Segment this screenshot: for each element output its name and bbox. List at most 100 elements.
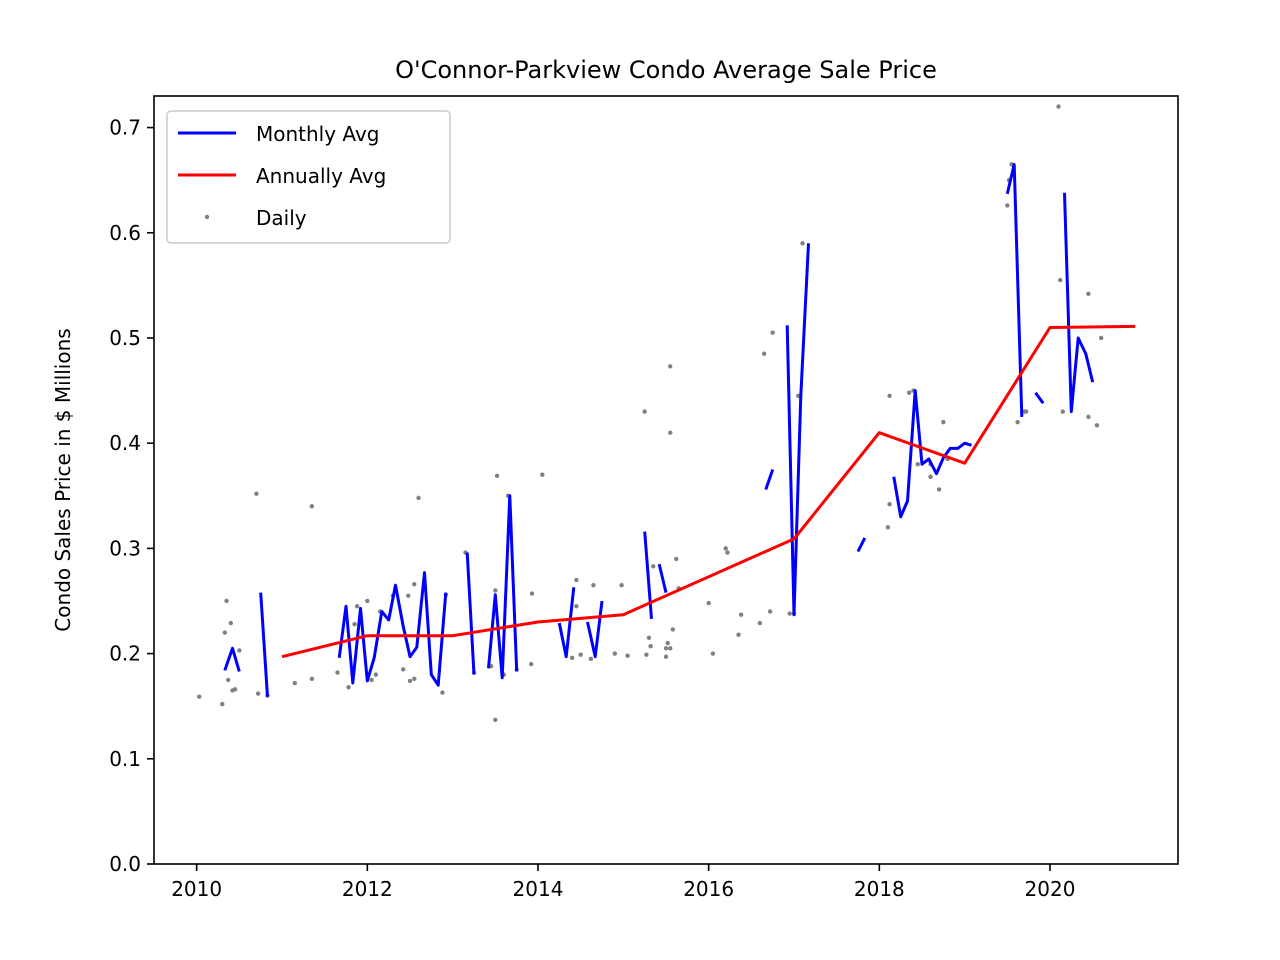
daily-point (941, 419, 946, 425)
daily-point (642, 409, 647, 414)
daily-point (644, 652, 649, 657)
daily-point (928, 474, 933, 480)
y-tick-label: 0.3 (109, 536, 141, 560)
daily-point (670, 627, 676, 632)
y-tick-label: 0.4 (109, 431, 141, 455)
legend-frame (166, 110, 451, 244)
daily-point (915, 462, 920, 467)
daily-point (1058, 277, 1063, 283)
daily-point (412, 581, 417, 587)
daily-point (663, 646, 669, 651)
daily-point (406, 593, 411, 598)
y-tick-label: 0.7 (109, 116, 141, 140)
daily-point (1086, 291, 1091, 296)
daily-point (723, 546, 728, 551)
monthly-avg-line (557, 587, 576, 659)
x-axis: 2010 2012 2014 2016 2018 2020 (171, 864, 1075, 901)
daily-point (706, 600, 711, 606)
annual-avg-line (281, 324, 1136, 659)
legend: Monthly Avg Annually Avg Daily (166, 110, 451, 244)
daily-point (936, 487, 942, 492)
daily-point (1094, 423, 1100, 428)
daily-point (907, 390, 912, 395)
daily-point (668, 364, 673, 369)
daily-point (373, 672, 379, 677)
daily-point (1005, 203, 1010, 208)
daily-point (800, 241, 805, 246)
daily-point (529, 591, 535, 596)
daily-point (228, 620, 233, 626)
monthly-avg-line (892, 389, 972, 519)
monthly-avg-line (785, 243, 810, 617)
daily-point (665, 640, 670, 646)
daily-point (674, 556, 679, 562)
daily-point (1060, 409, 1066, 414)
y-tick-label: 0.2 (109, 642, 141, 666)
legend-swatch-daily (204, 214, 210, 220)
monthly-avg-line (1034, 391, 1045, 405)
daily-point (494, 473, 500, 478)
daily-point (619, 583, 624, 588)
daily-point (612, 651, 617, 656)
monthly-avg-line (337, 571, 448, 687)
x-tick-label: 2010 (171, 877, 222, 901)
daily-point (226, 677, 231, 683)
daily-point (646, 635, 652, 641)
legend-label-annual: Annually Avg (256, 164, 386, 188)
legend-label-monthly: Monthly Avg (256, 122, 379, 146)
monthly-avg-line (764, 469, 775, 490)
daily-point (354, 604, 360, 609)
daily-point (625, 653, 630, 658)
monthly-avg-line (657, 563, 668, 593)
y-tick-label: 0.6 (109, 221, 141, 245)
daily-point (440, 690, 445, 695)
monthly-avg-line (586, 600, 604, 659)
daily-point (1056, 104, 1061, 109)
daily-point (232, 687, 238, 692)
daily-point (416, 495, 421, 501)
daily-point (352, 621, 357, 627)
x-tick-label: 2012 (342, 877, 393, 901)
x-tick-label: 2014 (513, 877, 564, 901)
chart-title: O'Connor-Parkview Condo Average Sale Pri… (395, 56, 937, 84)
monthly-avg-line (643, 531, 653, 620)
daily-point (574, 604, 579, 609)
daily-point (887, 393, 892, 399)
y-tick-label: 0.1 (109, 747, 141, 771)
plot-area (197, 104, 1136, 723)
annual-series (281, 324, 1136, 659)
daily-point (1015, 419, 1020, 425)
monthly-avg-line (465, 552, 476, 675)
y-tick-label: 0.0 (109, 852, 141, 876)
daily-point (407, 678, 413, 684)
daily-point (292, 680, 297, 686)
daily-point (400, 667, 406, 672)
x-tick-label: 2018 (854, 877, 905, 901)
daily-point (668, 646, 673, 651)
daily-point (412, 676, 417, 682)
legend-label-daily: Daily (256, 206, 307, 230)
daily-point (493, 717, 498, 723)
daily-point (591, 583, 596, 588)
monthly-avg-line (223, 646, 241, 672)
x-tick-label: 2020 (1025, 877, 1076, 901)
daily-point (668, 430, 673, 435)
daily-point (710, 651, 716, 656)
monthly-avg-line (1063, 192, 1095, 414)
daily-point (648, 644, 653, 649)
daily-point (222, 630, 228, 635)
y-axis: 0.0 0.1 0.2 0.3 0.4 0.5 0.6 0.7 (109, 116, 154, 876)
daily-point (369, 677, 374, 683)
daily-point (761, 351, 767, 356)
daily-point (787, 611, 792, 616)
daily-point (528, 661, 534, 667)
daily-point (1023, 409, 1029, 414)
daily-point (540, 472, 545, 477)
daily-point (365, 598, 370, 604)
daily-point (887, 501, 892, 507)
daily-point (663, 654, 669, 659)
y-tick-label: 0.5 (109, 326, 141, 350)
daily-point (738, 612, 744, 617)
daily-point (197, 694, 202, 699)
